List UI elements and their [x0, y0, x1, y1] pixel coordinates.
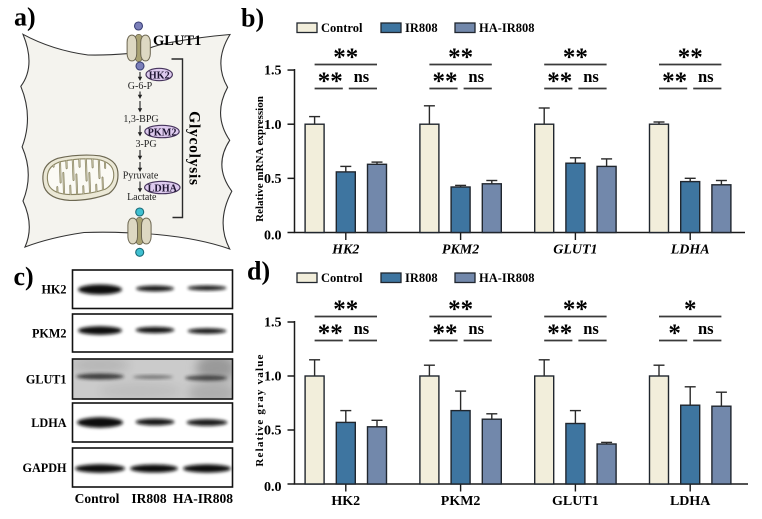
svg-text:ns: ns — [583, 319, 599, 338]
svg-text:Control: Control — [321, 271, 363, 285]
svg-text:**: ** — [333, 296, 358, 323]
svg-text:**: ** — [563, 296, 588, 323]
svg-text:**: ** — [547, 320, 572, 347]
svg-text:Relative gray value: Relative gray value — [254, 353, 266, 466]
svg-text:GLUT1: GLUT1 — [553, 243, 597, 258]
svg-text:PKM2: PKM2 — [442, 243, 479, 258]
svg-text:HK2: HK2 — [149, 70, 170, 81]
svg-text:*: * — [668, 320, 681, 347]
svg-text:**: ** — [547, 68, 572, 95]
svg-text:ns: ns — [698, 319, 714, 338]
svg-text:Control: Control — [75, 491, 120, 506]
svg-text:HA-IR808: HA-IR808 — [173, 491, 233, 506]
svg-text:GLUT1: GLUT1 — [153, 33, 201, 49]
svg-text:ns: ns — [468, 67, 484, 86]
svg-text:**: ** — [448, 44, 473, 71]
svg-text:ns: ns — [698, 67, 714, 86]
svg-text:0.5: 0.5 — [264, 172, 282, 187]
svg-text:a): a) — [14, 2, 36, 31]
svg-text:PKM2: PKM2 — [32, 326, 67, 340]
svg-text:**: ** — [448, 296, 473, 323]
svg-text:PKM2: PKM2 — [441, 494, 481, 509]
svg-text:**: ** — [563, 44, 588, 71]
svg-text:HK2: HK2 — [331, 494, 360, 509]
svg-text:HA-IR808: HA-IR808 — [479, 271, 535, 285]
svg-text:ns: ns — [354, 67, 370, 86]
svg-text:**: ** — [662, 68, 687, 95]
svg-text:GAPDH: GAPDH — [22, 461, 67, 475]
svg-text:G-6-P: G-6-P — [128, 81, 153, 92]
svg-text:c): c) — [14, 262, 34, 291]
svg-text:b): b) — [241, 3, 264, 32]
svg-text:GLUT1: GLUT1 — [552, 494, 599, 509]
svg-text:3-PG: 3-PG — [135, 139, 156, 150]
svg-text:LDHA: LDHA — [148, 183, 178, 194]
svg-text:0.5: 0.5 — [264, 424, 282, 439]
svg-text:1,3-BPG: 1,3-BPG — [123, 114, 158, 125]
svg-text:Relative mRNA expression: Relative mRNA expression — [254, 96, 266, 222]
svg-text:Glycolysis: Glycolysis — [186, 111, 203, 186]
svg-text:HK2: HK2 — [41, 283, 66, 297]
svg-text:d): d) — [247, 257, 270, 286]
svg-text:Pyruvate: Pyruvate — [123, 171, 159, 182]
svg-text:ns: ns — [583, 67, 599, 86]
svg-text:**: ** — [318, 68, 343, 95]
svg-text:GLUT1: GLUT1 — [26, 372, 67, 386]
svg-text:1.5: 1.5 — [264, 316, 282, 331]
svg-text:LDHA: LDHA — [670, 243, 710, 258]
svg-text:IR808: IR808 — [405, 21, 438, 35]
svg-text:ns: ns — [468, 319, 484, 338]
svg-text:IR808: IR808 — [405, 271, 438, 285]
svg-text:IR808: IR808 — [131, 491, 167, 506]
svg-text:**: ** — [433, 68, 458, 95]
svg-text:Lactate: Lactate — [127, 192, 157, 203]
svg-text:LDHA: LDHA — [670, 494, 711, 509]
svg-text:1.0: 1.0 — [264, 118, 282, 133]
svg-text:HA-IR808: HA-IR808 — [479, 21, 535, 35]
svg-text:LDHA: LDHA — [31, 416, 66, 430]
svg-text:**: ** — [318, 320, 343, 347]
svg-text:1.5: 1.5 — [264, 64, 282, 79]
svg-text:1.0: 1.0 — [264, 370, 282, 385]
svg-text:**: ** — [333, 44, 358, 71]
svg-text:PKM2: PKM2 — [148, 127, 177, 138]
svg-text:ns: ns — [354, 319, 370, 338]
svg-text:0.0: 0.0 — [264, 480, 282, 495]
svg-text:Control: Control — [321, 21, 363, 35]
svg-text:*: * — [684, 296, 697, 323]
svg-text:0.0: 0.0 — [264, 229, 282, 244]
svg-text:**: ** — [678, 44, 703, 71]
svg-text:HK2: HK2 — [331, 243, 359, 258]
svg-text:**: ** — [433, 320, 458, 347]
